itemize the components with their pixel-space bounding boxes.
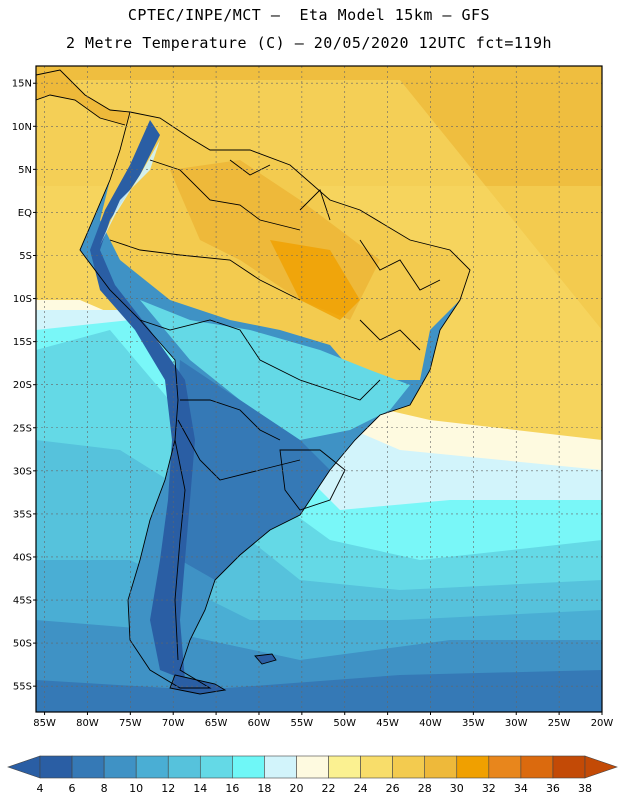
lon-tick-label: 50W xyxy=(333,718,356,729)
temperature-colorbar: 4 6 8 10 12 14 16 18 20 22 24 26 28 30 32 34 36 38 xyxy=(7,755,618,795)
lat-tick-label: 45S xyxy=(13,596,32,607)
lon-tick-label: 85W xyxy=(33,718,56,729)
lat-tick-label: EQ xyxy=(18,208,32,219)
colorbar-swatch xyxy=(392,755,426,779)
colorbar-label: 14 xyxy=(193,782,207,795)
colorbar-swatch xyxy=(264,755,297,779)
lon-tick-label: 80W xyxy=(76,718,99,729)
map-title: CPTEC/INPE/MCT – Eta Model 15km – GFS xyxy=(127,6,491,24)
colorbar-label: 32 xyxy=(482,782,496,795)
colorbar-label: 26 xyxy=(386,782,400,795)
lat-tick-label: 40S xyxy=(13,552,32,563)
colorbar-label: 18 xyxy=(257,782,271,795)
colorbar-label: 30 xyxy=(450,782,464,795)
lon-tick-label: 70W xyxy=(162,718,185,729)
lat-tick-label: 5S xyxy=(19,251,32,262)
colorbar-label: 12 xyxy=(161,782,175,795)
colorbar-label: 6 xyxy=(69,782,76,795)
country-borders xyxy=(36,69,471,695)
colorbar-over-triangle xyxy=(584,755,618,779)
colorbar-label: 28 xyxy=(418,782,432,795)
lon-tick-label: 55W xyxy=(291,718,314,729)
colorbar-swatch xyxy=(456,755,490,779)
lon-tick-label: 75W xyxy=(119,718,142,729)
lat-tick-label: 55S xyxy=(13,682,32,693)
colorbar-swatch xyxy=(552,755,586,779)
lon-tick-label: 35W xyxy=(462,718,485,729)
map-area xyxy=(36,66,602,712)
lat-tick-label: 30S xyxy=(13,466,32,477)
lon-tick-label: 60W xyxy=(248,718,271,729)
colorbar-swatch xyxy=(232,755,265,779)
colorbar-swatch xyxy=(488,755,522,779)
colorbar-swatch xyxy=(167,755,201,779)
colorbar-swatch xyxy=(71,755,105,779)
central-america xyxy=(36,70,130,125)
ocean-band-6 xyxy=(36,670,602,712)
lon-tick-label: 40W xyxy=(419,718,442,729)
colorbar-label: 8 xyxy=(101,782,108,795)
lon-tick-label: 25W xyxy=(548,718,571,729)
land-mild-band xyxy=(140,300,410,440)
map-subtitle: 2 Metre Temperature (C) – 20/05/2020 12U… xyxy=(65,34,553,52)
colorbar-label: 10 xyxy=(129,782,143,795)
lon-tick-label: 20W xyxy=(591,718,614,729)
lat-tick-label: 15N xyxy=(12,79,32,90)
andes-highland-north xyxy=(100,140,160,245)
colorbar-swatch xyxy=(199,755,233,779)
colorbar-swatch xyxy=(360,755,393,779)
lat-tick-label: 35S xyxy=(13,509,32,520)
lon-tick-label: 65W xyxy=(205,718,228,729)
tierra-del-fuego xyxy=(170,675,225,694)
colorbar-under-triangle xyxy=(7,755,41,779)
colorbar-swatch xyxy=(135,755,169,779)
graticule xyxy=(36,66,602,712)
lat-tick-label: 10N xyxy=(12,122,32,133)
colorbar-label: 34 xyxy=(514,782,528,795)
colorbar-label: 16 xyxy=(225,782,239,795)
colorbar-label: 20 xyxy=(289,782,303,795)
colorbar-swatch xyxy=(103,755,137,779)
lat-tick-label: 25S xyxy=(13,423,32,434)
colorbar-label: 4 xyxy=(37,782,44,795)
map-frame xyxy=(35,65,603,713)
lat-tick-label: 50S xyxy=(13,639,32,650)
colorbar-swatch xyxy=(328,755,361,779)
colorbar-swatch xyxy=(520,755,554,779)
lat-tick-label: 20S xyxy=(13,380,32,391)
colorbar-label: 38 xyxy=(578,782,592,795)
colorbar-swatch xyxy=(424,755,458,779)
colorbar-swatch xyxy=(39,755,73,779)
longitude-axis: 85W 80W 75W 70W 65W 60W 55W 50W 45W 40W 35W 30W 25W 2… xyxy=(33,712,613,729)
colorbar-label: 36 xyxy=(546,782,560,795)
land-hot-core xyxy=(270,240,360,320)
lon-tick-label: 45W xyxy=(376,718,399,729)
lat-tick-label: 15S xyxy=(13,337,32,348)
lat-tick-label: 5N xyxy=(18,165,32,176)
colorbar-label: 22 xyxy=(322,782,336,795)
lon-tick-label: 30W xyxy=(505,718,528,729)
lat-tick-label: 10S xyxy=(13,294,32,305)
andes-cold-ridge xyxy=(90,120,195,680)
latitude-axis: 15N 10N 5N EQ 5S 10S 15S 20S 25S 30S 35S 40S 45S 50S 5… xyxy=(12,79,36,693)
colorbar-swatch xyxy=(296,755,329,779)
colorbar-label: 24 xyxy=(354,782,368,795)
land-cool-south xyxy=(170,360,330,580)
